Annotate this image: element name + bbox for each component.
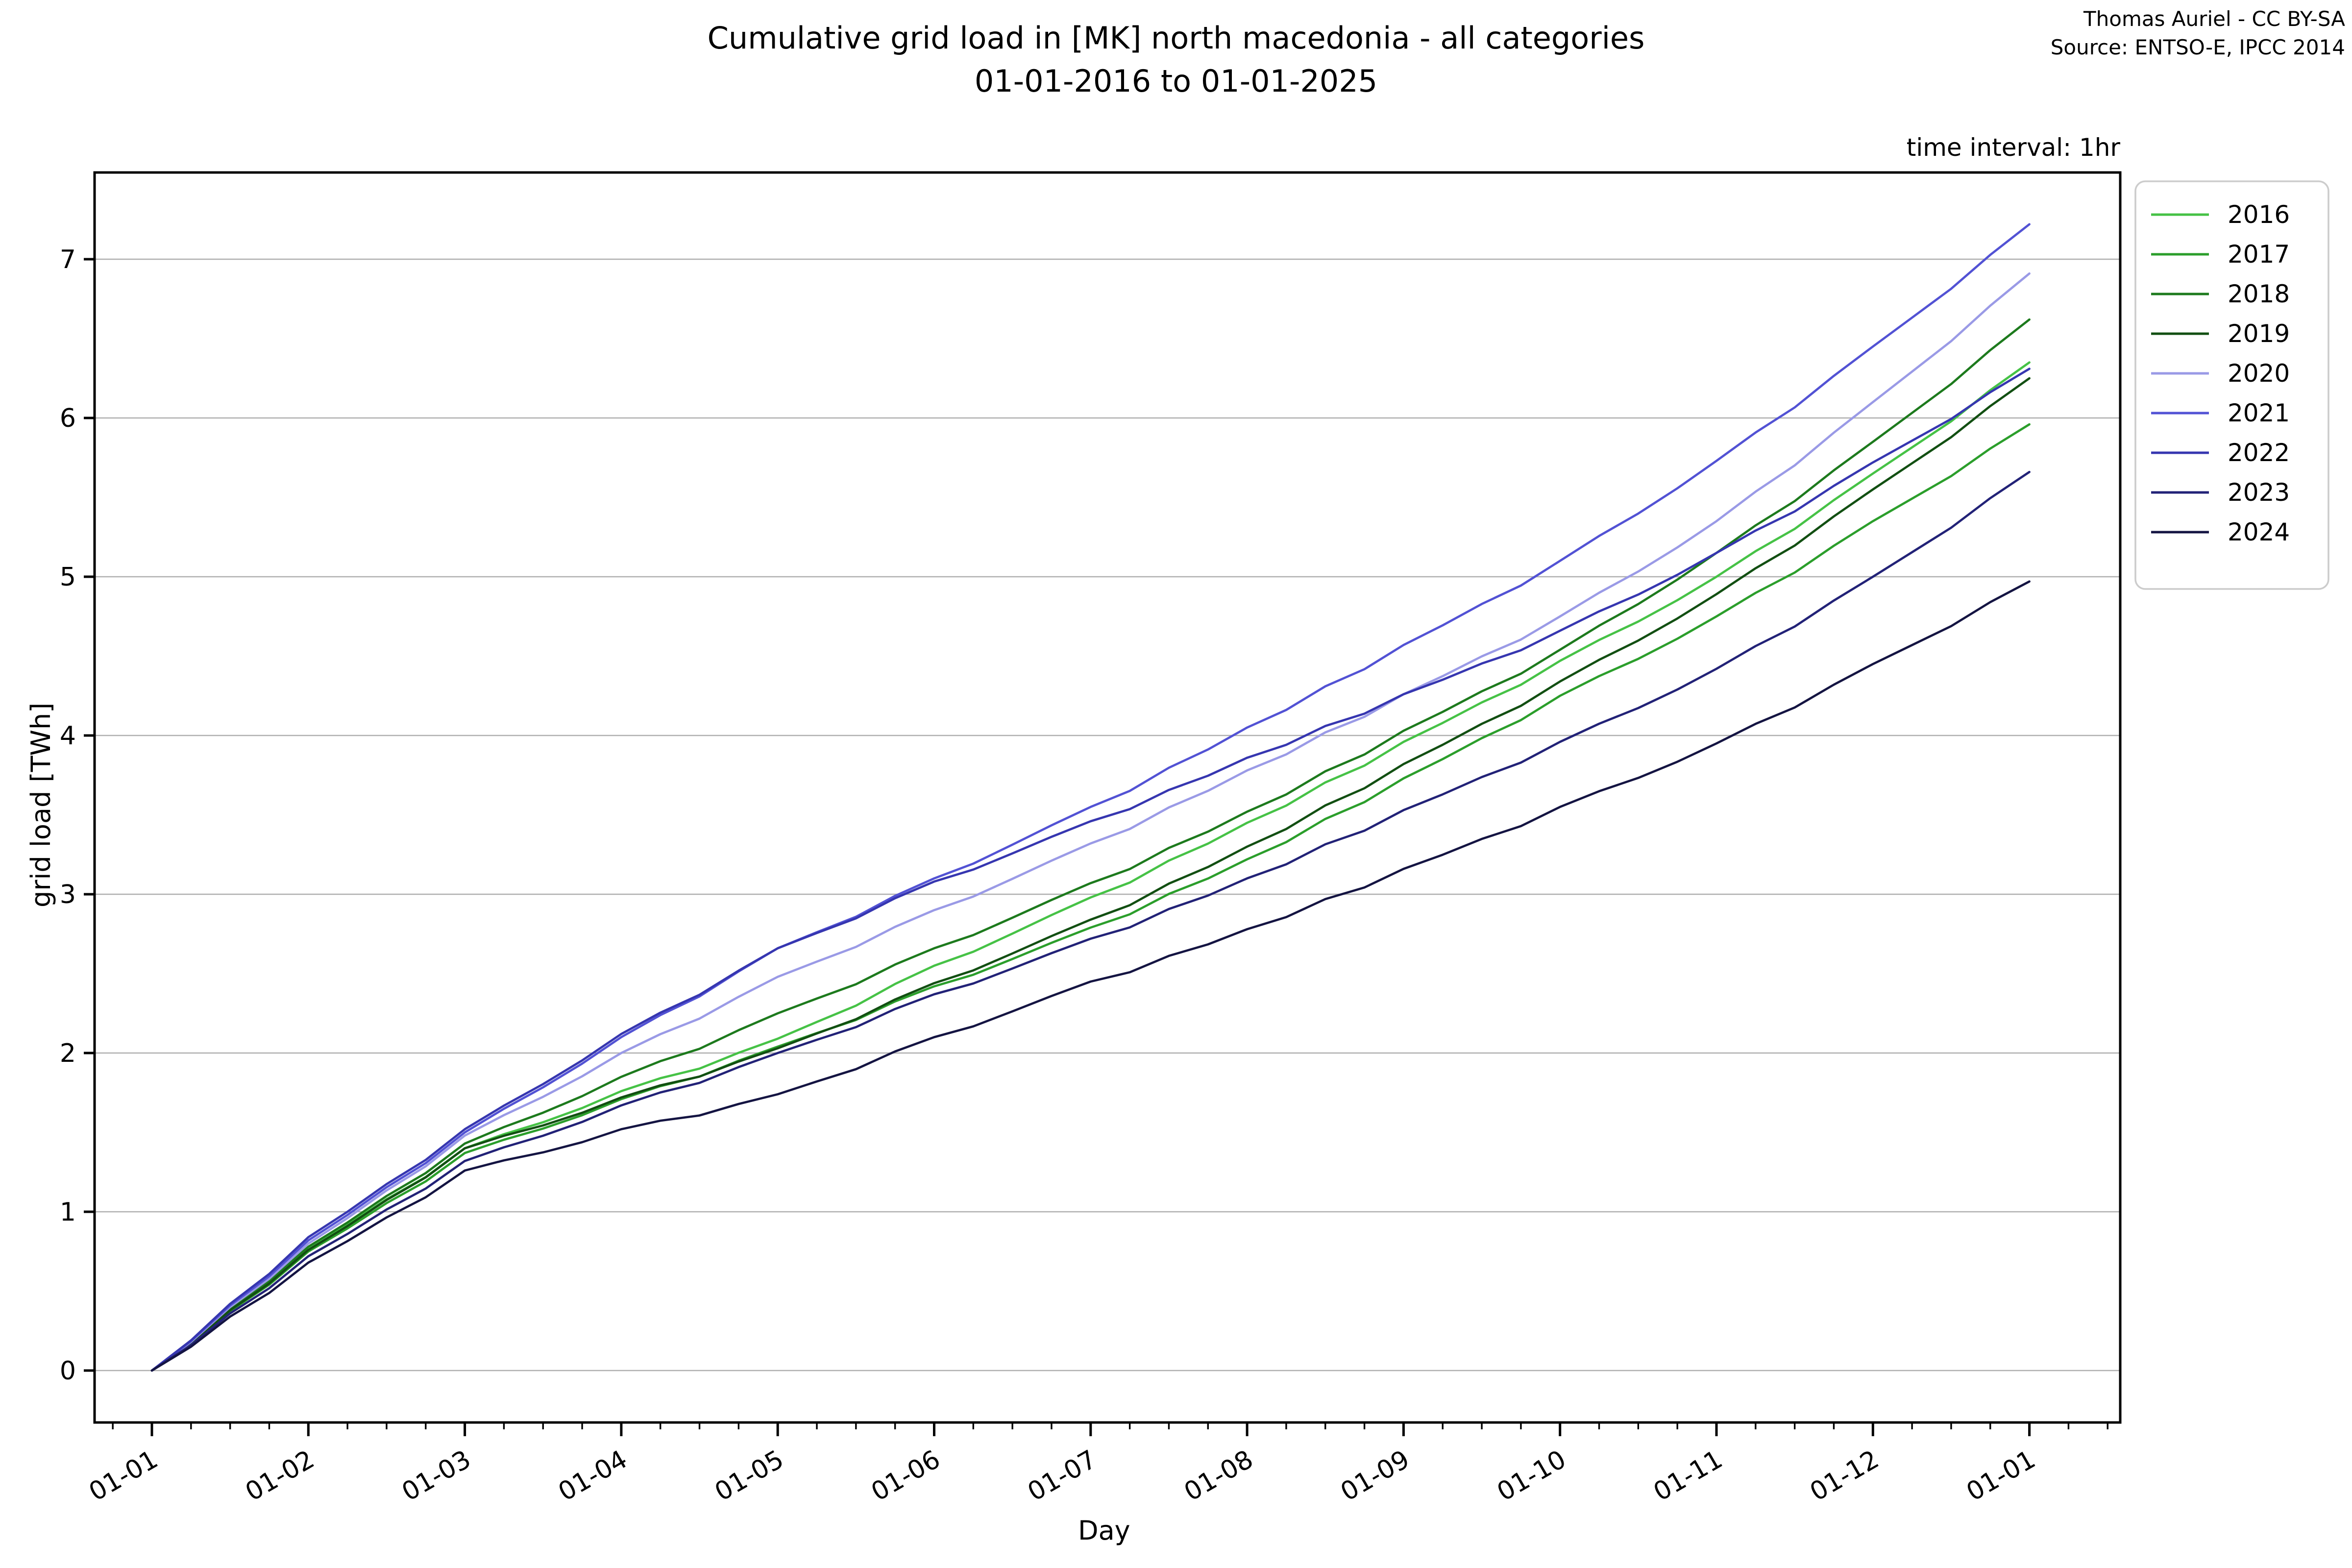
x-tick-label: 01-03 <box>397 1445 476 1507</box>
series-line-2024 <box>150 580 2031 1372</box>
x-tick-label: 01-05 <box>710 1445 789 1507</box>
legend-label-2024: 2024 <box>2228 518 2290 546</box>
y-tick-label: 4 <box>60 721 76 751</box>
x-tick-label: 01-01 <box>84 1445 163 1507</box>
attribution-source: Source: ENTSO-E, IPCC 2014 <box>2050 35 2345 59</box>
x-tick-label: 01-12 <box>1805 1445 1884 1507</box>
y-axis: 0 1 2 3 4 5 6 7 <box>60 245 95 1386</box>
x-tick-label: 01-09 <box>1336 1445 1415 1507</box>
x-tick-label: 01-10 <box>1492 1445 1571 1507</box>
legend-label-2016: 2016 <box>2228 200 2290 229</box>
series-lines <box>150 223 2031 1372</box>
attribution: Thomas Auriel - CC BY-SA Source: ENTSO-E… <box>2051 5 2345 62</box>
legend-label-2019: 2019 <box>2228 319 2290 348</box>
y-tick-label: 5 <box>60 563 76 592</box>
series-line-2019 <box>150 377 2031 1372</box>
plot-border <box>93 171 2122 1424</box>
legend-label-2017: 2017 <box>2228 240 2290 269</box>
x-tick-label: 01-06 <box>866 1445 945 1507</box>
legend-label-2021: 2021 <box>2228 399 2290 427</box>
x-axis: 01-01 01-02 01-03 01-04 01-05 01-06 01-07 01-08… <box>84 1422 2108 1507</box>
y-tick-label: 1 <box>60 1198 76 1227</box>
series-line-2023 <box>150 470 2031 1372</box>
legend-box <box>2134 180 2329 590</box>
attribution-author: Thomas Auriel - CC BY-SA <box>2083 7 2345 31</box>
x-tick-label: 01-08 <box>1179 1445 1258 1507</box>
time-interval-note: time interval: 1hr <box>1906 133 2120 162</box>
legend: 2016 2017 2018 2019 2020 2021 2022 2023 2024 <box>2134 180 2329 590</box>
series-line-2018 <box>150 318 2031 1372</box>
legend-label-2018: 2018 <box>2228 280 2290 308</box>
series-line-2020 <box>150 272 2031 1372</box>
y-tick-label: 0 <box>60 1356 76 1386</box>
series-line-2017 <box>150 423 2031 1372</box>
y-tick-label: 2 <box>60 1039 76 1068</box>
series-line-2021 <box>150 223 2031 1372</box>
chart-title: Cumulative grid load in [MK] north maced… <box>0 17 2352 103</box>
y-tick-label: 6 <box>60 404 76 433</box>
legend-label-2020: 2020 <box>2228 359 2290 388</box>
gridlines <box>95 258 2120 1372</box>
chart-title-line2: 01-01-2016 to 01-01-2025 <box>974 63 1378 99</box>
series-line-2022 <box>150 368 2031 1372</box>
y-tick-label: 3 <box>60 880 76 909</box>
x-tick-label: 01-11 <box>1649 1445 1728 1507</box>
x-tick-label: 01-07 <box>1023 1445 1102 1507</box>
legend-label-2023: 2023 <box>2228 478 2290 507</box>
x-tick-label: 01-04 <box>554 1445 633 1507</box>
y-axis-label: grid load [TWh] <box>25 702 56 907</box>
x-tick-label: 01-02 <box>241 1445 319 1507</box>
series-line-2016 <box>150 361 2031 1372</box>
y-tick-label: 7 <box>60 245 76 274</box>
x-tick-label: 01-01 <box>1961 1445 2040 1507</box>
legend-label-2022: 2022 <box>2228 439 2290 467</box>
x-axis-label: Day <box>1078 1515 1130 1546</box>
chart-title-line1: Cumulative grid load in [MK] north maced… <box>707 20 1645 56</box>
